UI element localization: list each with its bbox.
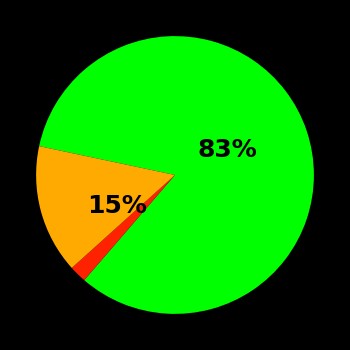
Text: 83%: 83% [198,138,258,162]
Wedge shape [36,146,175,268]
Text: 15%: 15% [87,194,147,218]
Wedge shape [72,175,175,280]
Wedge shape [39,36,314,314]
